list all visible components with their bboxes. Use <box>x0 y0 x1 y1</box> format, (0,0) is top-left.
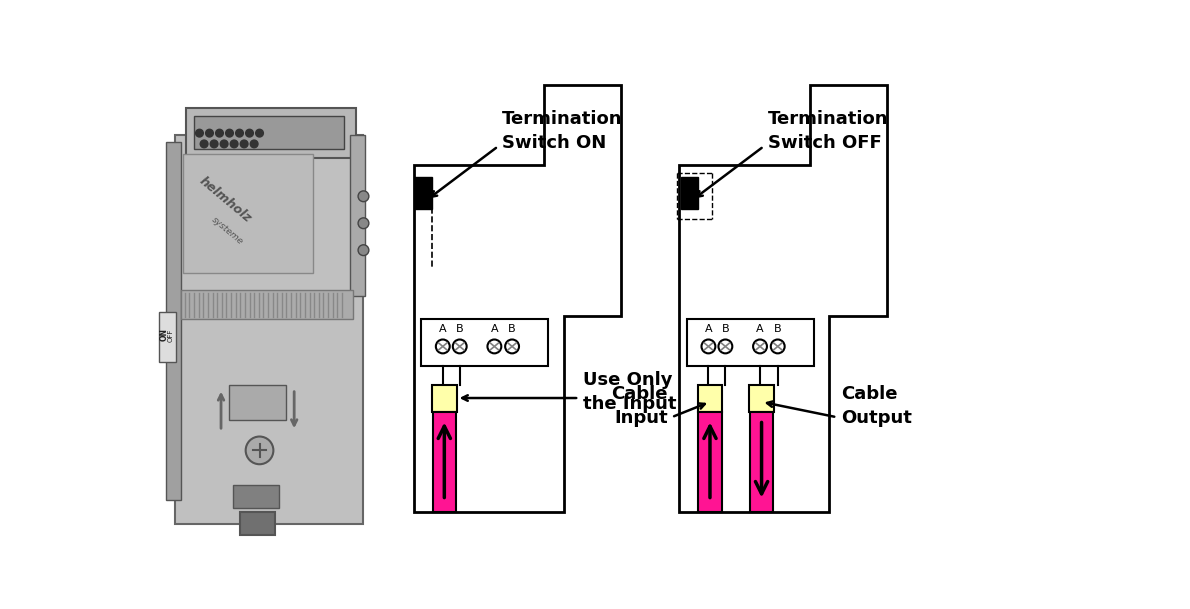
Bar <box>750 412 774 512</box>
Bar <box>687 320 814 365</box>
Text: A: A <box>439 325 446 334</box>
Polygon shape <box>414 85 621 512</box>
Text: Cable
Input: Cable Input <box>612 385 668 426</box>
Bar <box>194 116 344 149</box>
Bar <box>240 512 275 535</box>
Text: Termination
Switch OFF: Termination Switch OFF <box>768 110 888 152</box>
Text: Cable
Output: Cable Output <box>841 385 912 426</box>
Text: B: B <box>774 325 782 334</box>
Bar <box>232 485 278 508</box>
Circle shape <box>719 339 732 353</box>
Circle shape <box>436 339 450 353</box>
Circle shape <box>215 129 224 137</box>
Bar <box>699 412 721 512</box>
Circle shape <box>236 129 244 137</box>
Circle shape <box>206 129 213 137</box>
Text: Use Only
the Input: Use Only the Input <box>583 371 676 413</box>
Text: B: B <box>721 325 729 334</box>
Bar <box>681 177 697 209</box>
Text: A: A <box>490 325 499 334</box>
Bar <box>165 143 181 501</box>
Circle shape <box>245 437 274 464</box>
Polygon shape <box>679 85 887 512</box>
Circle shape <box>220 140 228 148</box>
Text: helmholz: helmholz <box>196 175 253 225</box>
Bar <box>182 154 313 273</box>
Circle shape <box>231 140 238 148</box>
Circle shape <box>358 191 369 202</box>
Text: ON: ON <box>159 328 169 342</box>
Bar <box>415 177 432 209</box>
Text: A: A <box>756 325 764 334</box>
Circle shape <box>245 129 253 137</box>
Circle shape <box>771 339 784 353</box>
Bar <box>697 385 722 412</box>
Text: B: B <box>508 325 516 334</box>
Circle shape <box>256 129 263 137</box>
Bar <box>433 412 456 512</box>
Bar <box>421 320 549 365</box>
Bar <box>159 312 176 362</box>
Text: OFF: OFF <box>168 328 174 342</box>
Text: Termination
Switch ON: Termination Switch ON <box>502 110 622 152</box>
Circle shape <box>200 140 208 148</box>
Circle shape <box>250 140 258 148</box>
Bar <box>187 108 356 158</box>
Bar <box>175 135 363 524</box>
Bar <box>750 385 774 412</box>
Text: B: B <box>456 325 464 334</box>
Circle shape <box>488 339 501 353</box>
Circle shape <box>240 140 248 148</box>
Circle shape <box>753 339 766 353</box>
Text: systeme: systeme <box>209 215 245 247</box>
Circle shape <box>505 339 519 353</box>
Circle shape <box>211 140 218 148</box>
Bar <box>432 385 457 412</box>
Text: A: A <box>704 325 713 334</box>
Circle shape <box>358 218 369 228</box>
Circle shape <box>226 129 233 137</box>
Bar <box>181 290 352 320</box>
Circle shape <box>358 245 369 256</box>
Bar <box>228 385 287 420</box>
Circle shape <box>452 339 466 353</box>
Circle shape <box>702 339 715 353</box>
Circle shape <box>195 129 203 137</box>
Bar <box>350 135 365 297</box>
